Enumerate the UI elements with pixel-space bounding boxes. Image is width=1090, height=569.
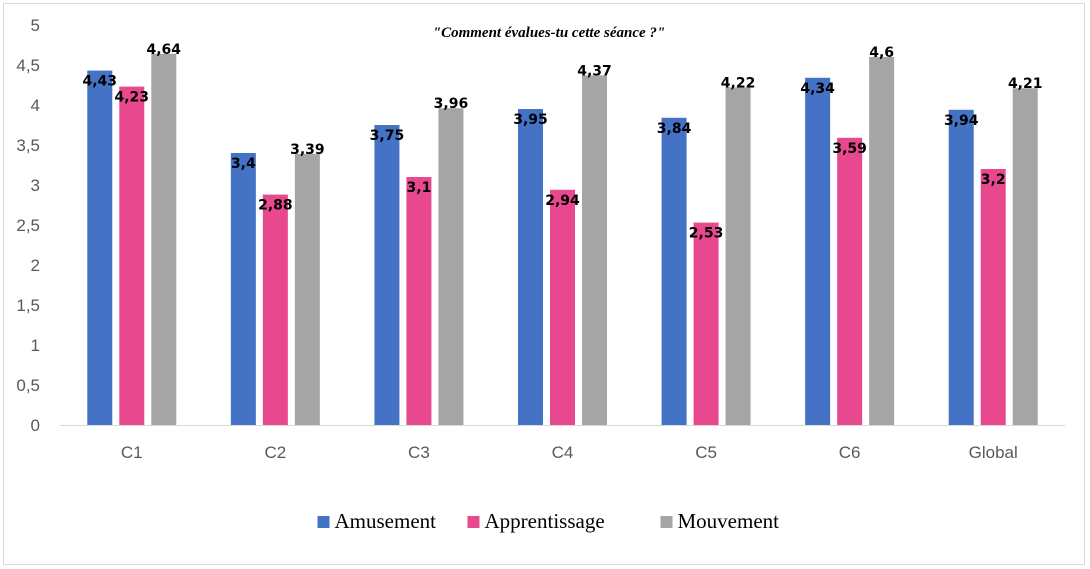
y-tick-label: 1,5 bbox=[16, 296, 40, 315]
bar-mouvement bbox=[1012, 88, 1038, 425]
y-tick-label: 0 bbox=[31, 416, 40, 435]
legend-swatch bbox=[660, 516, 673, 528]
bar-apprentissage bbox=[262, 194, 288, 425]
data-label: 3,96 bbox=[434, 96, 469, 112]
legend-swatch bbox=[467, 516, 480, 528]
legend-label: Mouvement bbox=[678, 509, 780, 533]
legend-swatch bbox=[317, 516, 330, 528]
bar-amusement bbox=[948, 109, 974, 426]
bar-amusement bbox=[518, 109, 543, 425]
bar-mouvement bbox=[869, 57, 895, 425]
legend-item-apprentissage: Apprentissage bbox=[467, 509, 605, 533]
y-tick-label: 0,5 bbox=[16, 376, 40, 395]
bar-amusement bbox=[805, 77, 831, 426]
data-label: 3,95 bbox=[513, 112, 548, 128]
bar-amusement bbox=[87, 70, 113, 425]
bar-apprentissage bbox=[550, 189, 575, 425]
bar-mouvement bbox=[582, 75, 607, 426]
legend: Amusement Apprentissage Mouvement bbox=[317, 509, 780, 533]
data-label: 3,1 bbox=[407, 180, 432, 196]
legend-item-mouvement: Mouvement bbox=[660, 509, 780, 533]
y-tick-label: 2 bbox=[31, 256, 40, 275]
bar-amusement bbox=[230, 153, 256, 425]
data-label: 3,4 bbox=[231, 156, 256, 172]
data-label: 3,59 bbox=[832, 141, 867, 157]
legend-label: Amusement bbox=[335, 509, 437, 533]
bar-amusement bbox=[374, 125, 400, 425]
x-tick-label: C4 bbox=[552, 443, 574, 462]
x-tick-label: C2 bbox=[264, 443, 286, 462]
bar-amusement bbox=[661, 117, 687, 426]
y-tick-label: 3,5 bbox=[16, 136, 40, 155]
y-tick-label: 4 bbox=[31, 96, 40, 115]
data-label: 4,23 bbox=[115, 90, 150, 106]
y-tick-label: 3 bbox=[31, 176, 40, 195]
bar-mouvement bbox=[725, 87, 751, 426]
y-tick-label: 1 bbox=[31, 336, 40, 355]
y-tick-label: 4,5 bbox=[16, 56, 40, 75]
data-label: 4,43 bbox=[83, 74, 118, 90]
data-label: 4,6 bbox=[869, 45, 894, 61]
bar-mouvement bbox=[294, 153, 320, 426]
data-label: 4,22 bbox=[721, 75, 756, 91]
bar-apprentissage bbox=[119, 86, 145, 425]
data-label: 4,34 bbox=[800, 81, 835, 97]
data-label: 4,21 bbox=[1008, 76, 1043, 92]
legend-label: Apprentissage bbox=[485, 509, 605, 533]
data-label: 3,84 bbox=[657, 121, 692, 137]
data-label: 3,39 bbox=[290, 142, 325, 158]
bar-apprentissage bbox=[837, 137, 863, 426]
data-labels-layer: 4,434,23 4,64 3,4 2,88 3,39 3,75 3,1 3,96 3,95 2,… bbox=[83, 42, 1043, 242]
data-label: 2,53 bbox=[689, 226, 724, 242]
x-tick-label: C1 bbox=[121, 443, 143, 462]
bar-apprentissage bbox=[406, 177, 432, 425]
x-tick-label: C6 bbox=[839, 443, 861, 462]
data-label: 4,64 bbox=[147, 42, 182, 58]
data-label: 4,37 bbox=[577, 63, 612, 79]
legend-item-amusement: Amusement bbox=[317, 509, 437, 533]
data-label: 2,94 bbox=[545, 193, 580, 209]
bar-apprentissage bbox=[693, 222, 719, 425]
x-tick-label: C5 bbox=[695, 443, 717, 462]
bar-mouvement bbox=[438, 108, 464, 425]
bar-apprentissage bbox=[980, 169, 1006, 425]
data-label: 3,2 bbox=[981, 172, 1006, 188]
data-label: 3,94 bbox=[944, 113, 979, 129]
data-label: 2,88 bbox=[258, 198, 293, 214]
x-tick-label: C3 bbox=[408, 443, 430, 462]
x-tick-label: Global bbox=[969, 443, 1018, 462]
y-tick-label: 5 bbox=[31, 16, 40, 35]
bar-mouvement bbox=[151, 53, 177, 426]
chart-title: "Comment évalues-tu cette séance ?" bbox=[433, 25, 665, 41]
bars-layer bbox=[87, 53, 1038, 426]
y-tick-label: 2,5 bbox=[16, 216, 40, 235]
data-label: 3,75 bbox=[370, 128, 405, 144]
chart-frame bbox=[3, 3, 1085, 565]
